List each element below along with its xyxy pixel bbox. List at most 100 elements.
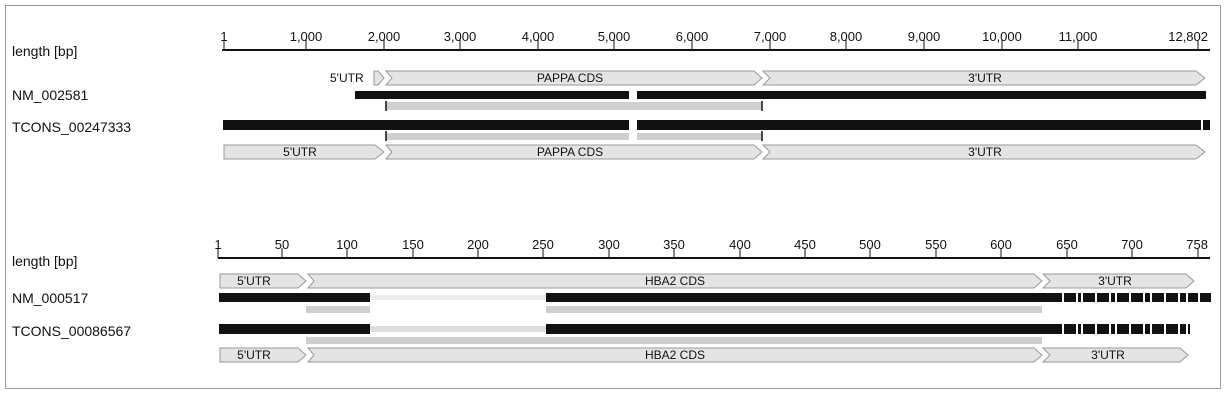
- feature-cds-label: PAPPA CDS: [537, 145, 603, 159]
- length-label: length [bp]: [12, 253, 77, 269]
- aligned-bar: [219, 324, 370, 334]
- panel-hba2: length [bp] 1 50 100 150 200 250 300 350 400 450 5…: [12, 237, 1211, 363]
- ruler-tick-label: 7,000: [754, 29, 787, 44]
- feature-5utr: [219, 347, 307, 363]
- cds-overlap-bar: [546, 306, 1042, 313]
- feature-cds: [384, 70, 763, 86]
- feature-cds: [306, 273, 1043, 289]
- ruler-tick-label: 450: [794, 237, 816, 252]
- mismatch-gap: [1095, 324, 1097, 334]
- mismatch-gap: [1186, 324, 1188, 334]
- ruler-tick-label: 2,000: [368, 29, 401, 44]
- feature-5utr-label: 5'UTR: [237, 274, 271, 288]
- feature-3utr-label: 3'UTR: [1091, 348, 1125, 362]
- feature-cds-label: HBA2 CDS: [645, 348, 705, 362]
- aligned-bar: [546, 324, 1056, 334]
- cds-overlap-bar: [306, 306, 370, 313]
- cds-overlap-bar: [386, 133, 629, 140]
- aligned-bar: [1056, 324, 1190, 334]
- mismatch-stripes: [1056, 293, 1211, 302]
- mismatch-gap: [1062, 293, 1064, 302]
- mismatch-gap: [1076, 324, 1078, 334]
- ruler-tick-label: 650: [1056, 237, 1078, 252]
- mismatch-gap: [1115, 293, 1117, 302]
- mismatch-gap: [1076, 293, 1078, 302]
- ruler-tick-label: 550: [925, 237, 947, 252]
- feature-5utr-label: 5'UTR: [237, 348, 271, 362]
- mismatch-gap: [1198, 293, 1200, 302]
- ruler-tick-label: 8,000: [830, 29, 863, 44]
- cds-overlap-bar: [386, 102, 762, 110]
- ruler-tick-label: 1,000: [290, 29, 323, 44]
- ruler-tick-label: 50: [275, 237, 289, 252]
- mismatch-gap: [1143, 293, 1145, 302]
- mismatch-gap: [1109, 324, 1111, 334]
- aligned-bar: [219, 293, 370, 302]
- aligned-bar: [637, 91, 1206, 99]
- aligned-bar: [546, 293, 1056, 302]
- ruler-tick-label: 12,802: [1168, 29, 1208, 44]
- cds-overlap-bar: [306, 337, 1042, 344]
- ruler-tick-label: 1: [214, 237, 221, 252]
- mismatch-gap: [1129, 324, 1131, 334]
- panel-pappa: length [bp] 1 1,000 2,000 3,000 4,000 5,000 6,…: [12, 29, 1210, 160]
- length-label: length [bp]: [12, 43, 77, 59]
- mismatch-gap: [1062, 324, 1064, 334]
- ruler-tick-label: 10,000: [982, 29, 1022, 44]
- ruler-ticks: 1 1,000 2,000 3,000 4,000 5,000 6,000 7,000 8,00…: [220, 29, 1208, 50]
- feature-3utr: [1041, 273, 1195, 289]
- ruler-tick-label: 4,000: [522, 29, 555, 44]
- ruler-tick-label: 150: [402, 237, 424, 252]
- ruler-tick-label: 6,000: [676, 29, 709, 44]
- ruler-tick-label: 11,000: [1059, 29, 1098, 44]
- feature-3utr-label: 3'UTR: [968, 71, 1002, 85]
- mismatch-gap: [1081, 324, 1083, 334]
- mismatch-gap: [1150, 293, 1152, 302]
- mismatch-gap: [1164, 324, 1166, 334]
- ruler-tick-label: 600: [990, 237, 1012, 252]
- mismatch-gap: [1115, 324, 1117, 334]
- mismatch-gap: [1150, 324, 1152, 334]
- aligned-bar: [637, 120, 1201, 130]
- mismatch-gap: [1178, 324, 1180, 334]
- feature-cds: [384, 144, 763, 160]
- track-label: NM_000517: [12, 290, 88, 306]
- cds-overlap-bar: [637, 133, 762, 140]
- feature-5utr-label: 5'UTR: [283, 145, 317, 159]
- ruler-tick-label: 1: [220, 29, 227, 44]
- ruler-ticks: 1 50 100 150 200 250 300 350 400 450 500 550 600 650 7…: [214, 237, 1208, 258]
- mismatch-gap: [1095, 293, 1097, 302]
- ruler-tick-label: 700: [1121, 237, 1143, 252]
- aligned-bar: [355, 91, 629, 99]
- track-label: NM_002581: [12, 87, 88, 103]
- track-label: TCONS_00247333: [12, 119, 131, 135]
- feature-cds: [306, 347, 1043, 363]
- mismatch-gap: [1186, 293, 1188, 302]
- ruler-tick-label: 400: [729, 237, 751, 252]
- feature-5utr-label: 5'UTR: [330, 71, 364, 85]
- mismatch-stripes: [1056, 324, 1190, 334]
- feature-3utr: [1041, 347, 1189, 363]
- aligned-bar: [1203, 120, 1210, 130]
- mismatch-gap: [1143, 324, 1145, 334]
- ruler-tick-label: 9,000: [908, 29, 941, 44]
- ruler-tick-label: 250: [532, 237, 554, 252]
- track-label: TCONS_00086567: [12, 323, 131, 339]
- ruler-tick-label: 758: [1186, 237, 1208, 252]
- mismatch-gap: [1129, 293, 1131, 302]
- feature-3utr: [761, 144, 1206, 160]
- mismatch-gap: [1164, 293, 1166, 302]
- aligned-bar: [1056, 293, 1211, 302]
- ruler-tick-label: 5,000: [598, 29, 631, 44]
- ruler-tick-label: 3,000: [444, 29, 477, 44]
- aligned-bar: [223, 120, 629, 130]
- ruler-tick-label: 300: [598, 237, 620, 252]
- feature-5utr: [223, 144, 385, 160]
- feature-5utr-arrow: [373, 70, 385, 86]
- gap-bar: [370, 295, 546, 300]
- mismatch-gap: [1081, 293, 1083, 302]
- mismatch-gap: [1109, 293, 1111, 302]
- feature-3utr-label: 3'UTR: [1098, 274, 1132, 288]
- mismatch-gap: [1178, 293, 1180, 302]
